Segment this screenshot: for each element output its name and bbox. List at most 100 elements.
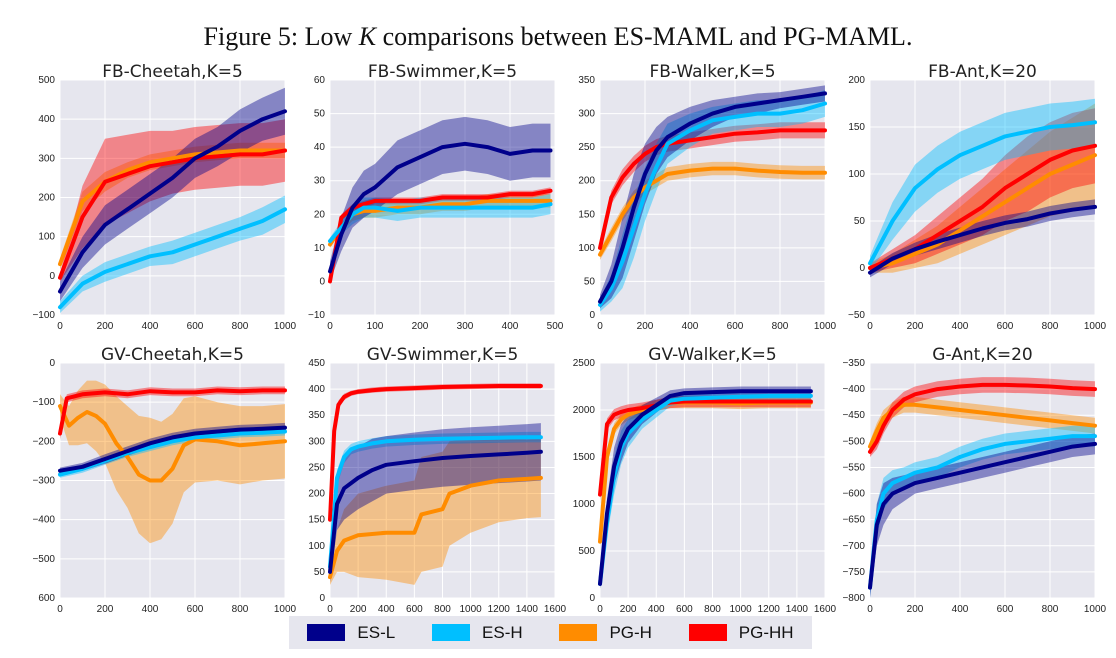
chart-g-ant-k-20-xtick-label: 400 [952,604,969,615]
chart-fb-swimmer-k-5-line-es-l [328,141,553,274]
chart-g-ant-k-20-band-pg-hh [870,377,1095,457]
chart-g-ant-k-20-band-es-l [870,433,1095,598]
chart-fb-walker-k-5-xtick-label: 0 [597,321,603,332]
chart-g-ant-k-20-ytick-label: −450 [842,410,865,421]
chart-fb-cheetah-k-5-line-es-l [58,109,287,294]
chart-fb-cheetah-k-5-line-es-h [58,207,287,310]
chart-gv-swimmer-k-5-xtick-label: 1000 [460,604,483,615]
chart-fb-walker-k-5-band-es-l [600,85,825,309]
chart-fb-swimmer-k-5-ytick-label: 40 [314,142,326,153]
legend-swatch-pg-h [559,624,598,641]
chart-fb-swimmer-k-5-xtick-label: 0 [327,321,333,332]
chart-g-ant-k-20-line-pg-hh [868,382,1097,454]
chart-fb-ant-k-20-title: FB-Ant,K=20 [928,62,1037,82]
chart-fb-ant-k-20-xtick-label: 200 [907,321,924,332]
chart-fb-ant-k-20-line-pg-h [868,153,1097,270]
chart-fb-walker-k-5-line-pg-h [598,166,827,257]
chart-g-ant-k-20-ytick-label: −700 [842,541,865,552]
chart-fb-walker-k-5-ytick-label: 200 [578,176,595,187]
chart-gv-walker-k-5-xtick-label: 0 [597,604,603,615]
chart-fb-walker-k-5-line-es-l [598,91,827,304]
chart-gv-walker-k-5-xtick-label: 1200 [758,604,781,615]
chart-gv-walker-k-5-ytick-label: 1000 [573,499,596,510]
chart-fb-cheetah-k-5-ytick-label: 500 [38,75,55,86]
chart-gv-cheetah-k-5-line-pg-h [58,404,287,483]
chart-fb-cheetah-k-5-xtick-label: 800 [232,321,249,332]
chart-g-ant-k-20-line-pg-h [868,402,1097,449]
chart-fb-cheetah-k-5-line-pg-h [58,148,287,267]
chart-g-ant-k-20-ytick-label: −800 [842,593,865,604]
chart-gv-swimmer-k-5-band-es-l [330,423,541,583]
chart-fb-ant-k-20-ytick-label: 0 [859,263,865,274]
chart-fb-walker-k-5-ytick-label: 250 [578,142,595,153]
chart-fb-cheetah-k-5-xtick-label: 0 [57,321,63,332]
chart-fb-walker-k-5-xtick-label: 200 [637,321,654,332]
chart-fb-walker-k-5-ytick-label: 100 [578,243,595,254]
chart-gv-walker-k-5-ytick-label: 0 [589,593,595,604]
chart-fb-walker-k-5-ytick-label: 0 [589,310,595,321]
chart-gv-cheetah-k-5-ytick-label: −300 [32,476,55,487]
legend-label-es-l: ES-L [357,622,396,642]
figure-title-k: K [358,22,377,51]
legend-label-pg-hh: PG-HH [738,622,794,642]
chart-gv-swimmer-k-5-band-es-h [330,431,541,572]
chart-fb-walker-k-5-ytick-label: 50 [584,276,596,287]
chart-g-ant-k-20-ytick-label: −500 [842,436,865,447]
chart-fb-walker-k-5-ytick-label: 300 [578,109,595,120]
chart-fb-cheetah-k-5-xtick-label: 1000 [274,321,297,332]
chart-fb-walker-k-5-title: FB-Walker,K=5 [649,62,775,82]
chart-gv-cheetah-k-5-xtick-label: 600 [187,604,204,615]
chart-fb-swimmer-k-5-xtick-label: 300 [457,321,474,332]
chart-fb-ant-k-20-ytick-label: 50 [854,216,866,227]
chart-g-ant-k-20-ytick-label: −750 [842,567,865,578]
chart-fb-cheetah-k-5-line-pg-hh [58,148,287,280]
chart-fb-cheetah-k-5-ytick-label: 200 [38,193,55,204]
chart-gv-cheetah-k-5-xtick-label: 0 [57,604,63,615]
chart-fb-swimmer-k-5-xtick-label: 100 [367,321,384,332]
chart-fb-cheetah-k-5-ytick-label: 100 [38,232,55,243]
legend-item-es-h: ES-H [432,623,523,643]
chart-g-ant-k-20-xtick-label: 600 [997,604,1014,615]
chart-gv-cheetah-k-5-xtick-label: 400 [142,604,159,615]
chart-gv-cheetah-k-5-band-pg-h [60,380,285,544]
chart-fb-swimmer-k-5-title: FB-Swimmer,K=5 [368,62,517,82]
chart-fb-cheetah-k-5-xtick-label: 200 [97,321,114,332]
chart-fb-cheetah-k-5-title: FB-Cheetah,K=5 [102,62,243,82]
legend-item-pg-hh: PG-HH [688,622,794,643]
chart-fb-cheetah-k-5-band-pg-hh [60,119,285,282]
chart-fb-ant-k-20-ytick-label: 200 [848,75,865,86]
chart-gv-cheetah-k-5-ytick-label: −100 [32,397,55,408]
chart-g-ant-k-20-plot-area [870,363,1095,598]
legend-item-pg-h: PG-H [559,623,652,643]
chart-g-ant-k-20-xtick-label: 200 [907,604,924,615]
chart-gv-swimmer-k-5-ytick-label: 50 [314,567,326,578]
chart-gv-cheetah-k-5-ytick-label: 600 [38,593,55,604]
figure-title-prefix: Figure 5: Low [203,22,359,51]
chart-gv-walker-k-5-xtick-label: 400 [648,604,665,615]
chart-fb-walker-k-5-ytick-label: 350 [578,75,595,86]
chart-gv-cheetah-k-5-ytick-label: −500 [32,554,55,565]
chart-g-ant-k-20-ytick-label: −550 [842,462,865,473]
chart-fb-ant-k-20-xtick-label: 600 [997,321,1014,332]
chart-fb-swimmer-k-5-line-es-h [328,202,553,244]
chart-fb-walker-k-5-band-pg-h [600,161,825,260]
chart-fb-walker-k-5-line-es-h [598,101,827,307]
legend-swatch-es-h [432,624,471,641]
chart-gv-walker-k-5-title: GV-Walker,K=5 [648,345,776,365]
chart-g-ant-k-20-ytick-label: −650 [842,515,865,526]
chart-fb-walker-k-5-xtick-label: 600 [727,321,744,332]
chart-gv-swimmer-k-5-ytick-label: 250 [308,462,325,473]
chart-fb-cheetah-k-5-xtick-label: 400 [142,321,159,332]
chart-gv-swimmer-k-5-title: GV-Swimmer,K=5 [367,345,519,365]
chart-fb-ant-k-20-xtick-label: 0 [867,321,873,332]
chart-gv-walker-k-5-xtick-label: 1400 [786,604,809,615]
chart-gv-cheetah-k-5-line-pg-hh [58,388,287,436]
chart-g-ant-k-20-xtick-label: 1000 [1084,604,1107,615]
chart-gv-swimmer-k-5-xtick-label: 1600 [544,604,567,615]
chart-gv-cheetah-k-5-line-es-l [58,425,287,473]
chart-gv-swimmer-k-5-xtick-label: 1400 [516,604,539,615]
chart-g-ant-k-20-line-es-l [868,441,1097,590]
chart-gv-cheetah-k-5-ytick-label: −400 [32,515,55,526]
chart-fb-swimmer-k-5-ytick-label: 50 [314,109,326,120]
